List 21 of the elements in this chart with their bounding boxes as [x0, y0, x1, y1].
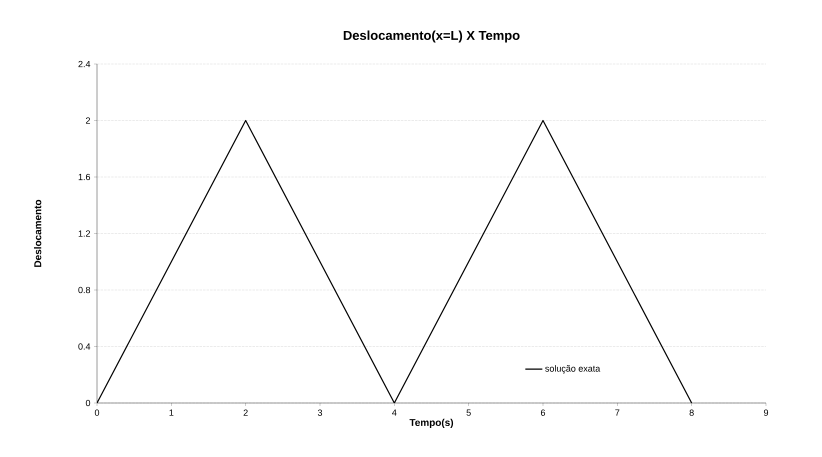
x-tick-label: 3	[318, 410, 322, 416]
y-tick-label: 1.2	[78, 230, 90, 237]
x-tick-label: 5	[466, 410, 471, 416]
legend-label: solução exata	[545, 365, 600, 374]
y-tick-label: 2.4	[78, 60, 90, 68]
y-tick-label: 0.8	[78, 286, 90, 294]
y-axis-title: Deslocamento	[34, 200, 42, 267]
x-tick-label: 1	[170, 410, 174, 416]
y-tick-label: 1.6	[78, 174, 90, 180]
y-tick-label: 2	[86, 117, 90, 124]
x-tick-label: 9	[764, 410, 768, 416]
y-tick-label: 0	[86, 400, 90, 406]
x-tick-label: 8	[690, 410, 694, 416]
x-tick-label: 6	[540, 410, 546, 416]
x-tick-label: 0	[94, 410, 100, 416]
y-tick-label: 0.4	[78, 343, 90, 350]
x-tick-label: 2	[244, 410, 248, 416]
x-axis-title: Tempo(s)	[410, 418, 454, 428]
x-tick-label: 4	[392, 410, 397, 416]
x-tick-label: 7	[615, 410, 620, 416]
chart-title: Deslocamento(x=L) X Tempo	[344, 30, 520, 43]
